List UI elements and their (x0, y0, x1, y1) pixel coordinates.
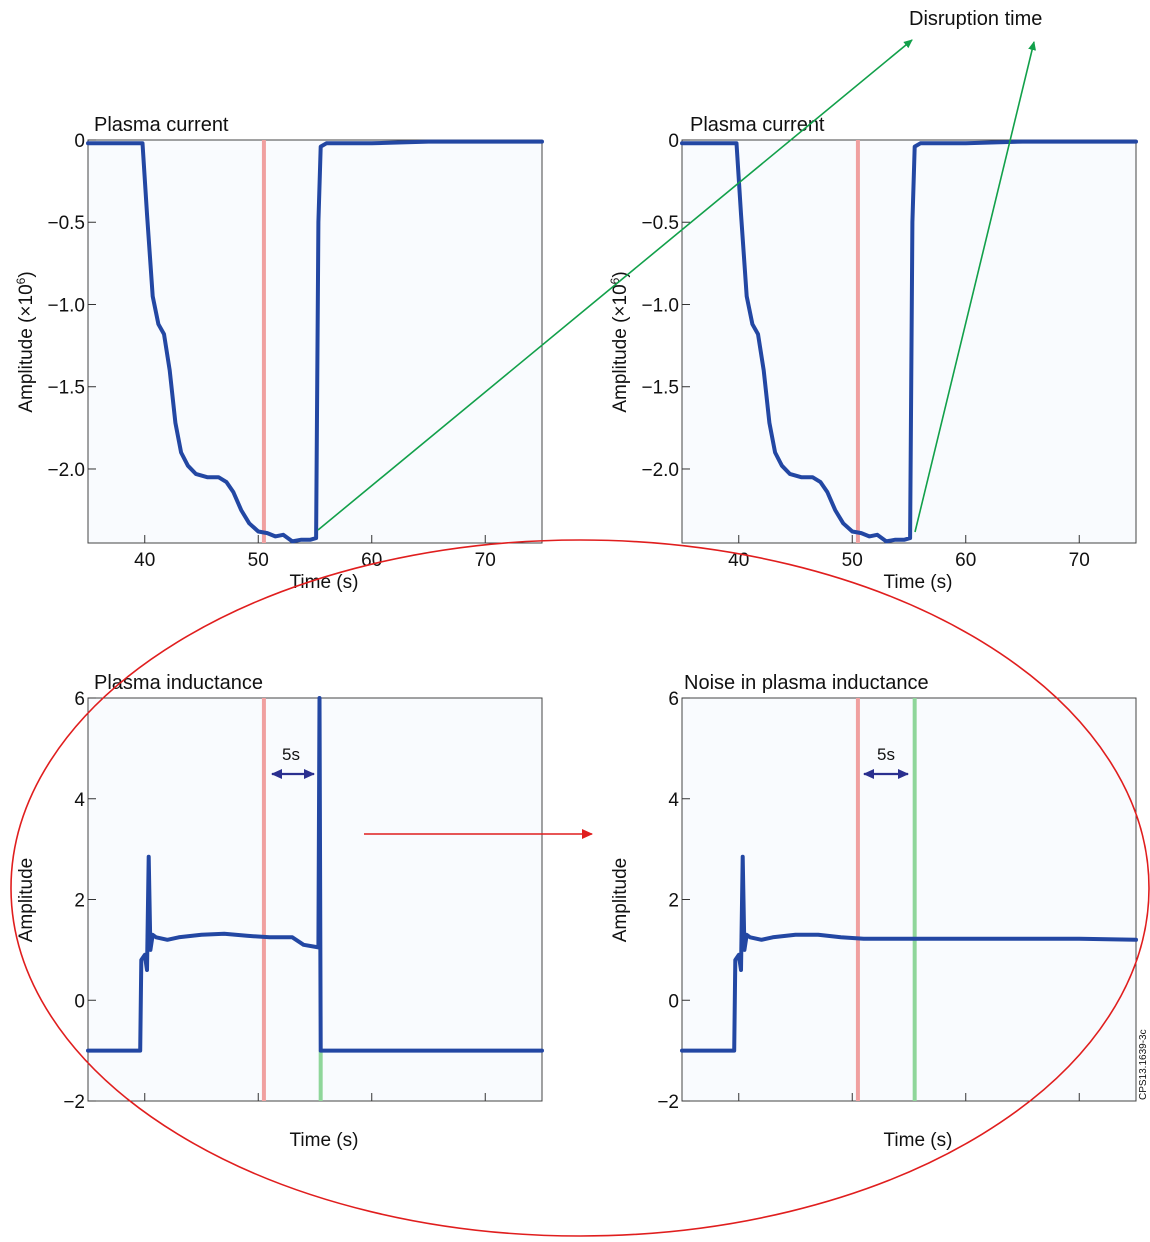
plot-area (681, 697, 1137, 1102)
y-axis-label: Amplitude (16, 858, 37, 943)
panel-plasma-current-right: 40 50 60 700−0.5−1.0−1.5−2.0 Plasma current… (608, 114, 1138, 593)
disruption-arrow-right (914, 41, 1036, 533)
y-axis-label: Amplitude (×106) (608, 271, 631, 412)
chart-title: Plasma current (690, 114, 825, 136)
x-tick-label: 50 (842, 550, 863, 571)
y-tick-label: 6 (668, 689, 679, 710)
y-tick-label: 2 (74, 891, 85, 912)
plasma-inductance-trace (86, 696, 544, 1053)
y-tick-label: −2.0 (47, 460, 85, 481)
x-axis-label: Time (s) (290, 572, 359, 593)
x-tick-label: 60 (955, 550, 976, 571)
highlight-ellipse (10, 539, 1150, 1237)
x-tick-label: 70 (1069, 550, 1090, 571)
disruption-arrow-left (317, 39, 913, 531)
x-tick-label: 40 (134, 550, 155, 571)
x-axis-label: Time (s) (884, 1130, 953, 1151)
interval-label-left: 5s (282, 745, 300, 764)
y-tick-label: 0 (668, 991, 679, 1012)
y-tick-label: −0.5 (47, 213, 85, 234)
plot-area (87, 697, 543, 1102)
y-tick-label: −2 (657, 1092, 679, 1113)
interval-label-right: 5s (877, 745, 895, 764)
figure-id: CPS13.1639-3c (1138, 1029, 1149, 1100)
time-markers (261, 698, 323, 1101)
noise-inductance-trace (680, 854, 1138, 1053)
x-axis-label: Time (s) (884, 572, 953, 593)
y-tick-label: 4 (74, 790, 85, 811)
panel-plasma-current-left: 40 50 60 70 0 −0.5 −1.0 −1.5 −2.0 Plasma current… (14, 114, 544, 593)
chart-title: Plasma current (94, 114, 229, 136)
y-axis-label: Amplitude (610, 858, 631, 943)
y-tick-label: 0 (74, 131, 85, 152)
y-tick-label: −1.5 (641, 378, 679, 399)
axis-ticks: 6 4 2 0 −2 (657, 689, 1080, 1113)
disruption-time-label: Disruption time (909, 8, 1042, 30)
y-tick-label: 0 (74, 991, 85, 1012)
chart-title: Noise in plasma inductance (684, 672, 929, 694)
plasma-current-trace (680, 139, 1138, 544)
y-tick-label: 0 (668, 131, 679, 152)
y-tick-label: −2.0 (641, 460, 679, 481)
y-tick-label: −1.0 (641, 295, 679, 316)
panel-plasma-inductance: 6 4 2 0 −2 Plasma inductance Time (s) Amplit… (16, 672, 544, 1151)
x-axis-label: Time (s) (290, 1130, 359, 1151)
chart-title: Plasma inductance (94, 672, 263, 694)
plasma-current-trace (86, 139, 544, 544)
x-tick-label: 50 (248, 550, 269, 571)
y-tick-label: 4 (668, 790, 679, 811)
panel-noise-plasma-inductance: 6 4 2 0 −2 Noise in plasma inductance Time (… (610, 672, 1138, 1151)
y-tick-label: 6 (74, 689, 85, 710)
x-tick-label: 60 (361, 550, 382, 571)
time-markers (855, 698, 917, 1101)
y-tick-label: 2 (668, 891, 679, 912)
x-tick-label: 70 (475, 550, 496, 571)
axis-ticks: 40 50 60 700−0.5−1.0−1.5−2.0 (641, 131, 1089, 571)
y-tick-label: −1.0 (47, 295, 85, 316)
y-tick-label: −1.5 (47, 378, 85, 399)
axis-ticks: 6 4 2 0 −2 (63, 689, 486, 1113)
y-tick-label: −2 (63, 1092, 85, 1113)
y-tick-label: −0.5 (641, 213, 679, 234)
y-axis-label: Amplitude (×106) (14, 271, 37, 412)
